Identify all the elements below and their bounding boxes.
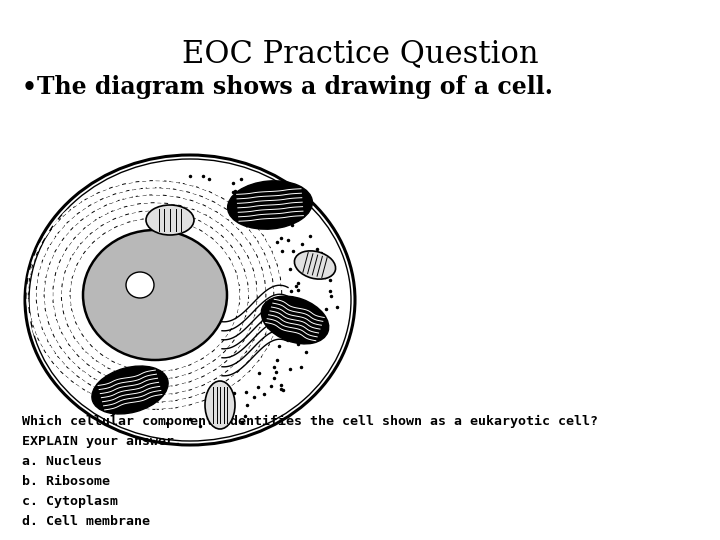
Ellipse shape — [146, 205, 194, 235]
Ellipse shape — [294, 251, 336, 279]
Text: Which cellular component identifies the cell shown as a eukaryotic cell?: Which cellular component identifies the … — [22, 415, 598, 428]
Ellipse shape — [25, 155, 355, 445]
Ellipse shape — [126, 272, 154, 298]
Text: b. Ribosome: b. Ribosome — [22, 475, 110, 488]
Text: •The diagram shows a drawing of a cell.: •The diagram shows a drawing of a cell. — [22, 75, 553, 99]
Text: d. Cell membrane: d. Cell membrane — [22, 515, 150, 528]
Text: a. Nucleus: a. Nucleus — [22, 455, 102, 468]
Ellipse shape — [205, 381, 235, 429]
Text: c. Cytoplasm: c. Cytoplasm — [22, 495, 118, 508]
Ellipse shape — [92, 366, 168, 414]
Ellipse shape — [261, 296, 329, 344]
Ellipse shape — [83, 230, 227, 360]
Text: EXPLAIN your answer.: EXPLAIN your answer. — [22, 435, 182, 448]
Text: EOC Practice Question: EOC Practice Question — [181, 38, 539, 69]
Ellipse shape — [228, 181, 312, 229]
